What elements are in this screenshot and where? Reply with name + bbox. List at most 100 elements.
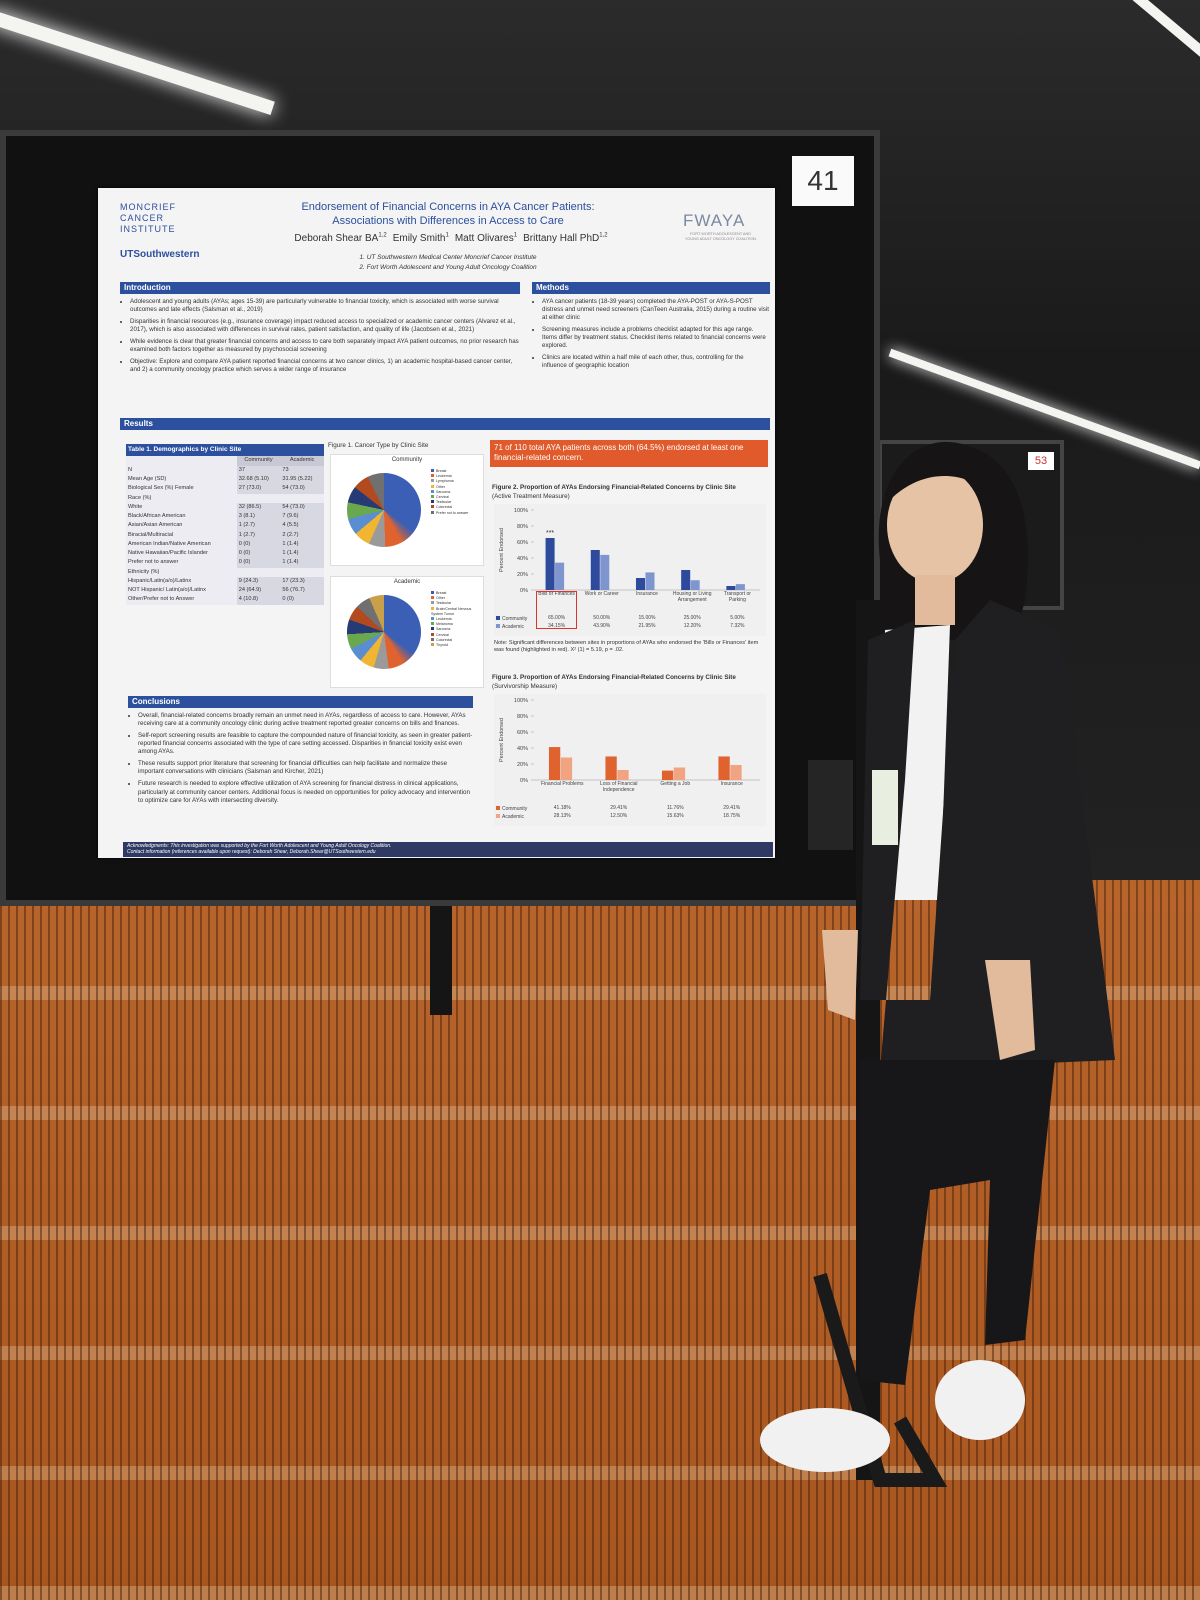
pie-title: Academic — [393, 579, 421, 585]
legend-entry: Other — [431, 484, 483, 490]
legend-swatch — [431, 637, 434, 641]
figure-title: Figure 2. Proportion of AYAs Endorsing F… — [492, 484, 736, 491]
bag — [808, 760, 853, 850]
side-sign: 53 — [1028, 452, 1054, 470]
y-tick-label: 60% — [517, 540, 528, 546]
affiliation: 1. UT Southwestern Medical Center Moncri… — [359, 254, 537, 261]
bar — [718, 756, 730, 780]
legend-label: Lymphoma — [436, 479, 454, 484]
value-label: 15.63% — [666, 813, 684, 819]
legend-swatch — [431, 489, 434, 493]
table1: Table 1. Demographics by Clinic Site Comm… — [126, 444, 324, 605]
chart-svg: Percent Endorsed 0% 20% 40% 60% 80% 100% — [499, 698, 760, 784]
bar — [730, 765, 742, 780]
value-label: 65.00% — [548, 615, 566, 621]
pie — [347, 595, 421, 669]
legend-label: Cervical — [436, 632, 449, 637]
logo-left: MONCRIEF CANCER INSTITUTE — [120, 202, 176, 234]
legend-swatch — [496, 624, 500, 628]
subtitle: Associations with Differences in Access … — [332, 215, 564, 227]
legend-entry: Breast — [431, 469, 483, 474]
legend-label: Breast — [436, 469, 447, 473]
legend-swatch — [431, 632, 434, 636]
blazer — [860, 600, 1115, 1070]
legend-swatch — [431, 606, 434, 610]
legend-swatch — [431, 500, 434, 504]
highlight-box — [536, 591, 578, 629]
hand — [985, 960, 1035, 1060]
table-cell: 1 (1.4) — [280, 539, 324, 550]
section-body: AYA cancer patients (18-39 years) comple… — [532, 295, 770, 375]
bullet: Self-report screening results are feasib… — [138, 732, 473, 756]
table-row-label: Native Hawaiian/Pacific Islander — [128, 550, 208, 557]
bullet-list: AYA cancer patients (18-39 years) comple… — [532, 298, 770, 371]
table-row-label: Black/African American — [128, 513, 186, 520]
y-tick-label: 100% — [514, 698, 528, 704]
legend-label: Prefer not to answer — [436, 510, 469, 515]
legend-label: Sarcoma — [436, 489, 451, 494]
table-cell: 7 (9.6) — [280, 512, 324, 522]
y-axis-label: Percent Endorsed — [499, 528, 505, 572]
value-label: 15.00% — [638, 615, 656, 621]
legend-entry: Other — [431, 596, 483, 601]
y-tick-label: 80% — [517, 524, 528, 530]
legend-entry: Testicular — [431, 601, 483, 606]
value-label: 18.75% — [723, 813, 741, 819]
legend-label: Other — [436, 596, 445, 601]
table-cell: 0 (0) — [236, 558, 281, 568]
legend-entry: Colorectal — [431, 637, 483, 643]
legend-label: Colorectal — [436, 505, 453, 510]
chart: Percent Endorsed 0% 20% 40% 60% 80% 100% *** Bil… — [494, 504, 766, 636]
bar — [645, 572, 655, 590]
table-row-label: NOT Hispanic/ Latin(a/o)/Latinx — [128, 587, 206, 594]
legend-swatch — [431, 622, 434, 626]
table-row-label: Hispanic/Latin(a/o)/Latinx — [128, 577, 192, 584]
bullet: While evidence is clear that greater fin… — [130, 338, 520, 354]
table-row-label: Race (%) — [128, 494, 152, 501]
legend-label: Leukemia — [436, 474, 452, 479]
pie-panel: Academic Breast Other Testicular Brain/Centr… — [330, 576, 484, 688]
author-affiliation: 1 — [513, 232, 518, 239]
annotation: *** — [546, 530, 554, 537]
bar — [673, 767, 686, 780]
value-label: 11.76% — [666, 805, 684, 811]
bar — [661, 770, 674, 780]
legend-entry: Colorectal — [431, 505, 483, 510]
table-row: Asian/Asian American 1 (2.7) 4 (5.5) — [126, 521, 324, 531]
hand — [822, 930, 858, 1020]
value-label: 12.50% — [610, 813, 628, 819]
logo-right-sub: FORT WORTH ADOLESCENT AND YOUNG ADULT ON… — [684, 232, 757, 241]
y-tick-label: 80% — [517, 714, 528, 720]
legend-swatch — [431, 495, 434, 499]
bar — [560, 757, 573, 780]
table-title: Table 1. Demographics by Clinic Site — [126, 444, 324, 457]
bullet-list: Overall, financial-related concerns broa… — [128, 712, 473, 805]
booth-number: 41 — [792, 156, 854, 206]
contact: Contact information (references availabl… — [127, 849, 376, 856]
x-tick-label: Housing or Living Arrangement — [672, 591, 712, 603]
legend-entry: Prefer not to answer — [431, 510, 483, 516]
table-cell: 56 (76.7) — [280, 586, 324, 596]
table-cell: 1 (2.7) — [236, 530, 281, 540]
table-row-label: Other/Prefer not to Answer — [128, 596, 195, 603]
legend-label: Thyroid — [436, 643, 448, 648]
table-row: White 32 (86.5) 54 (73.0) — [126, 502, 324, 513]
table-cell: 37 — [236, 465, 281, 475]
pants — [860, 1060, 1055, 1385]
table-row: N 37 73 — [126, 465, 324, 475]
bar — [600, 554, 610, 590]
author-affiliation: 1,2 — [599, 232, 608, 239]
legend-swatch — [431, 479, 434, 483]
neck — [915, 575, 955, 625]
table-row-label: Biracial/Multiracial — [128, 531, 174, 538]
table-cell: 0 (0) — [236, 539, 281, 550]
value-label: 43.90% — [593, 623, 611, 629]
legend-label: Academic — [502, 624, 524, 630]
y-tick-label: 100% — [514, 508, 528, 514]
table-row: Mean Age (SD) 32.68 (5.10) 31.95 (5.22) — [126, 474, 324, 485]
table-row-label: N — [128, 466, 133, 473]
table-row: Native Hawaiian/Pacific Islander 0 (0) 1 (… — [126, 549, 324, 559]
affiliation: 2. Fort Worth Adolescent and Young Adult… — [359, 264, 537, 271]
table-cell: 9 (24.3) — [236, 576, 281, 587]
